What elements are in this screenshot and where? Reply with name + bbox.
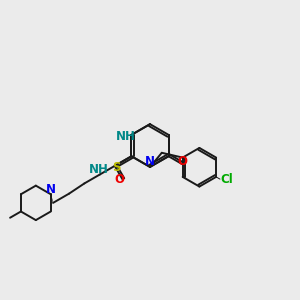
Text: NH: NH [89,163,109,176]
Text: O: O [114,173,124,186]
Text: N: N [144,155,154,168]
Text: O: O [177,155,187,168]
Text: S: S [112,161,120,174]
Text: N: N [46,183,56,196]
Text: NH: NH [116,130,136,143]
Text: Cl: Cl [220,172,233,186]
